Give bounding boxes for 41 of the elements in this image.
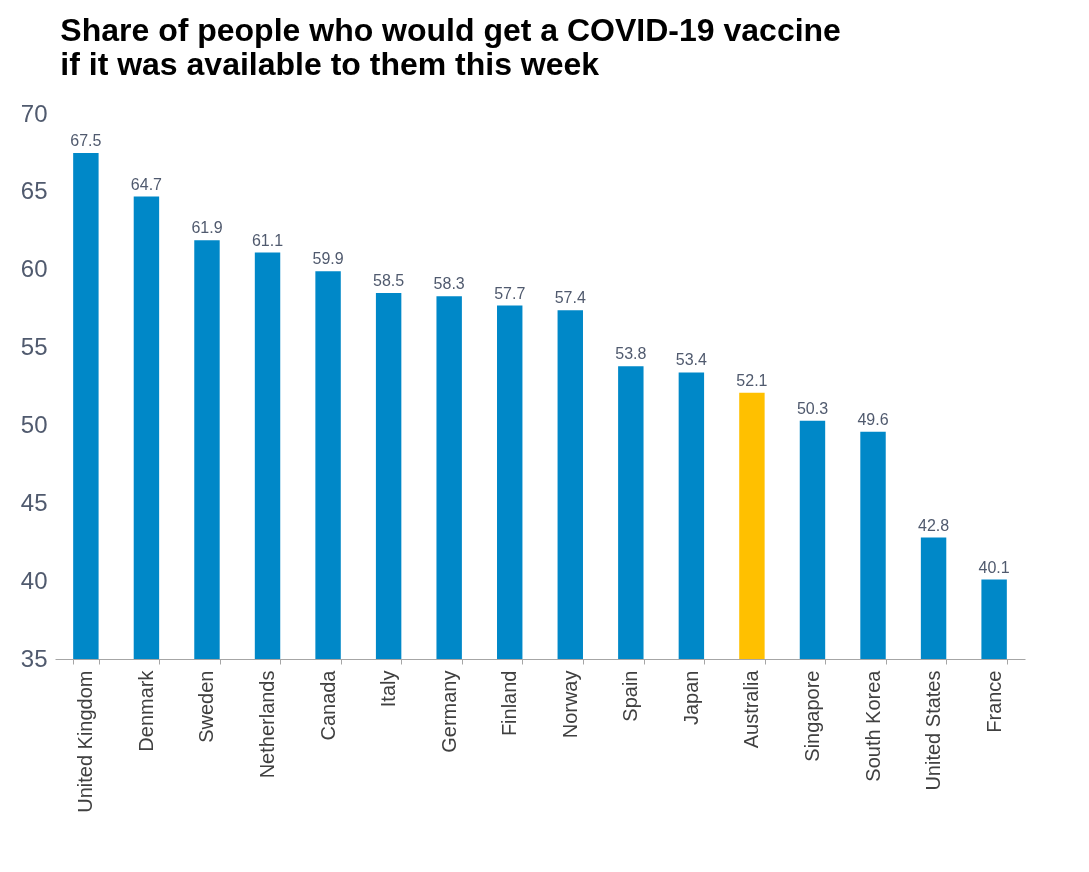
x-tick-label: Netherlands	[256, 670, 279, 779]
data-label: 58.3	[433, 275, 465, 293]
data-label: 53.4	[675, 351, 708, 369]
data-label: 42.8	[918, 516, 950, 534]
x-tick-label: Germany	[437, 670, 460, 753]
data-label: 67.5	[70, 131, 102, 149]
x-tick-label: Italy	[377, 670, 400, 708]
data-label: 58.5	[373, 272, 405, 290]
y-tick-label: 50	[20, 410, 48, 438]
data-label: 61.9	[191, 219, 223, 237]
x-tick-label: Australia	[740, 669, 763, 749]
y-tick-label: 35	[20, 644, 48, 672]
y-tick-label: 65	[20, 177, 48, 205]
chart-title: Share of people who would get a COVID-19 vaccine if it was available to them this week	[60, 12, 841, 82]
data-label: 53.8	[615, 345, 647, 363]
x-tick-label: United States	[922, 670, 945, 791]
y-tick-label: 45	[20, 488, 48, 516]
x-tick-label: Finland	[498, 670, 521, 737]
x-tick-label: Singapore	[800, 670, 823, 762]
data-label: 52.1	[736, 371, 768, 389]
y-tick-label: 60	[20, 255, 48, 283]
x-tick-label: United Kingdom	[74, 670, 97, 813]
data-label: 50.3	[796, 399, 829, 417]
data-label: 59.9	[312, 250, 344, 268]
x-tick-label: Spain	[619, 670, 642, 722]
y-tick-label: 70	[20, 99, 48, 127]
x-tick-label: Denmark	[134, 669, 157, 752]
data-label: 49.6	[857, 410, 889, 428]
data-label: 64.7	[130, 175, 163, 193]
y-tick-label: 40	[20, 566, 48, 594]
data-label: 40.1	[978, 558, 1010, 576]
x-tick-label: Canada	[316, 669, 339, 741]
data-label: 57.4	[554, 289, 586, 307]
x-tick-label: Japan	[679, 670, 702, 725]
x-tick-label: Sweden	[195, 670, 218, 743]
data-label: 61.1	[251, 231, 284, 249]
x-tick-label: Norway	[558, 670, 581, 739]
y-tick-label: 55	[20, 333, 48, 361]
data-label: 57.7	[494, 284, 526, 302]
x-tick-label: France	[982, 670, 1005, 733]
x-tick-label: South Korea	[861, 669, 884, 782]
